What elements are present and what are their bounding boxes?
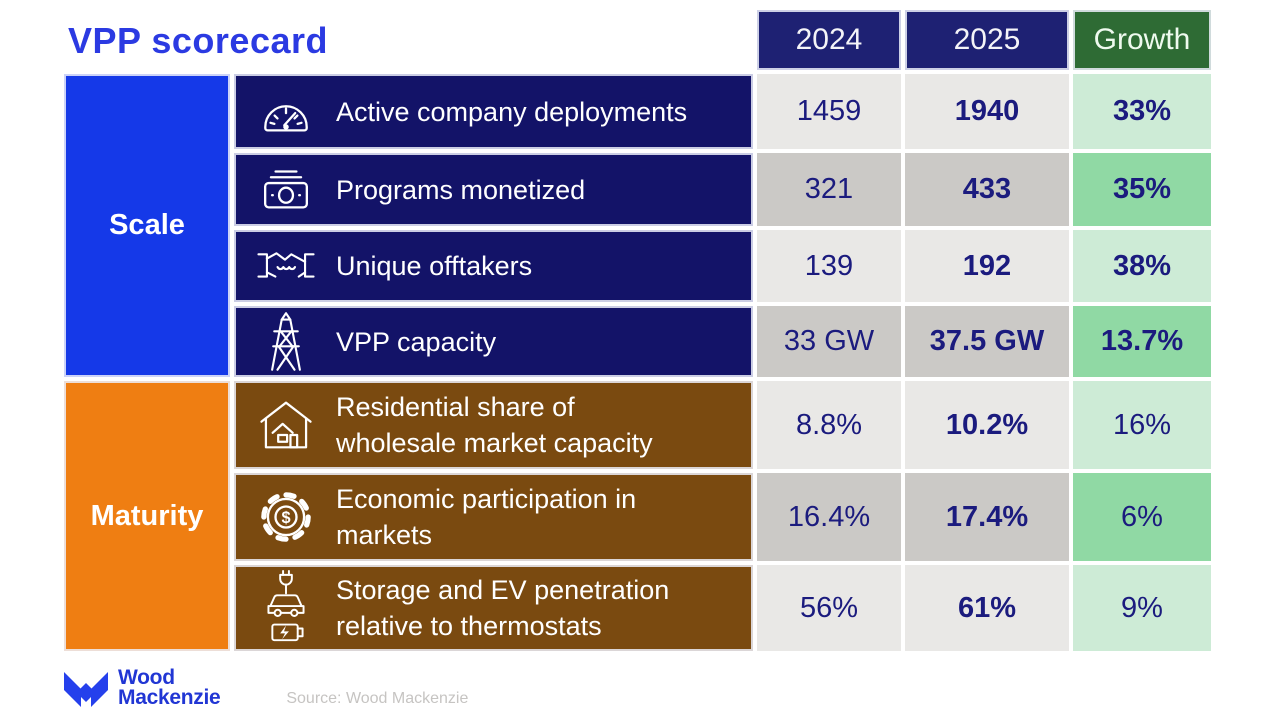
value-2024: 8.8% (757, 381, 901, 469)
transmission-tower-icon (236, 310, 336, 374)
metric-label: Storage and EV penetration relative to th… (336, 575, 670, 641)
svg-text:$: $ (281, 509, 290, 527)
metric-label-row: Residential share of wholesale market cap… (234, 381, 753, 469)
value-2025: 37.5 GW (905, 306, 1069, 377)
metric-label: Residential share of wholesale market cap… (336, 392, 653, 458)
source-note: Source: Wood Mackenzie (286, 690, 469, 707)
metric-label-row: Programs monetized (234, 153, 753, 226)
column-header-growth: Growth (1073, 10, 1211, 70)
metric-label: Programs monetized (336, 174, 586, 205)
metric-label-row: Active company deployments (234, 74, 753, 149)
metric-label-row: Unique offtakers (234, 230, 753, 302)
scorecard-table: 2024 2025 Growth Scale Maturity Active c… (64, 10, 1211, 651)
value-2025: 61% (905, 565, 1069, 651)
metric-label: Active company deployments (336, 96, 688, 127)
value-2024: 321 (757, 153, 901, 226)
metric-label-row: $ Economic participation in markets (234, 473, 753, 561)
value-growth: 9% (1073, 565, 1211, 651)
value-2024: 1459 (757, 74, 901, 149)
gear-dollar-icon: $ (236, 489, 336, 545)
page-title: VPP scorecard (68, 20, 328, 61)
metric-label-row: Storage and EV penetration relative to th… (234, 565, 753, 651)
value-2025: 433 (905, 153, 1069, 226)
group-label-maturity: Maturity (64, 381, 230, 651)
value-2025: 17.4% (905, 473, 1069, 561)
value-2025: 10.2% (905, 381, 1069, 469)
wood-mackenzie-logotype: Wood Mackenzie (118, 666, 221, 709)
value-growth: 6% (1073, 473, 1211, 561)
value-2024: 33 GW (757, 306, 901, 377)
metric-label: VPP capacity (336, 326, 497, 357)
column-header-2025: 2025 (905, 10, 1069, 70)
group-label-scale: Scale (64, 74, 230, 377)
value-2024: 16.4% (757, 473, 901, 561)
metric-label-row: VPP capacity (234, 306, 753, 377)
value-growth: 33% (1073, 74, 1211, 149)
handshake-icon (236, 248, 336, 284)
value-growth: 38% (1073, 230, 1211, 302)
ev-battery-icon (236, 569, 336, 647)
value-2024: 56% (757, 565, 901, 651)
wood-mackenzie-logo-icon (64, 672, 108, 707)
metric-label: Economic participation in markets (336, 484, 637, 550)
footer: Wood Mackenzie Source: Wood Mackenzie (64, 666, 469, 709)
gauge-icon (236, 89, 336, 135)
value-2024: 139 (757, 230, 901, 302)
metric-label: Unique offtakers (336, 251, 533, 281)
value-2025: 192 (905, 230, 1069, 302)
column-header-2024: 2024 (757, 10, 901, 70)
cash-icon (236, 168, 336, 212)
value-growth: 16% (1073, 381, 1211, 469)
house-icon (236, 399, 336, 451)
value-2025: 1940 (905, 74, 1069, 149)
value-growth: 13.7% (1073, 306, 1211, 377)
value-growth: 35% (1073, 153, 1211, 226)
